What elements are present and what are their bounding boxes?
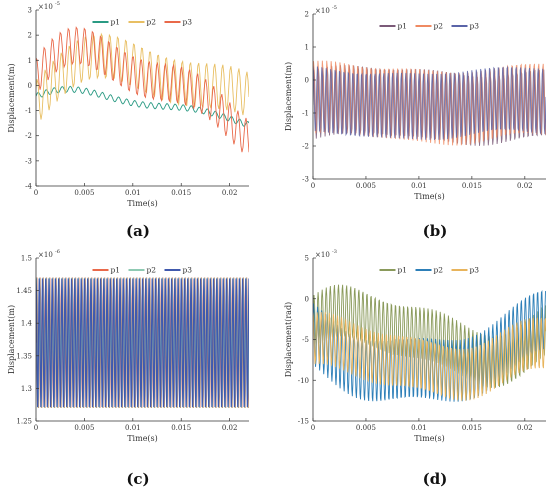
x-tick-label: 0.01 xyxy=(411,182,427,190)
series-line-p3 xyxy=(313,65,546,140)
x-tick-label: 0.015 xyxy=(462,424,482,432)
y-tick-label: 1.4 xyxy=(21,320,33,328)
legend-label-p3: p3 xyxy=(183,18,193,27)
y-tick-label: 0 xyxy=(28,82,32,90)
y-tick-label: 0 xyxy=(305,295,309,303)
axis-exponent: ×10 xyxy=(315,7,330,15)
series-line-p1 xyxy=(36,85,249,127)
y-axis-title: Displacement(m) xyxy=(284,62,293,131)
series-line-p3 xyxy=(36,26,249,153)
x-tick-label: 0.015 xyxy=(171,189,191,197)
x-tick-label: 0.02 xyxy=(517,424,533,432)
legend: p1 p2 p3 xyxy=(92,266,193,275)
panel-caption: (b) xyxy=(423,222,448,240)
y-tick-label: -4 xyxy=(25,183,32,191)
series-line-p2 xyxy=(36,32,249,120)
x-axis-title: Time(s) xyxy=(414,434,445,443)
y-tick-label: 2 xyxy=(28,32,32,40)
x-tick-label: 0.01 xyxy=(125,189,141,197)
legend-label-p2: p2 xyxy=(434,266,444,275)
legend-label-p2: p2 xyxy=(147,18,157,27)
panel-a: 0 0.005 0.01 0.015 0.02 -4 -3 -2 -1 0 1 2 3 ×10 -5 Time… xyxy=(7,1,249,240)
legend-label-p1: p1 xyxy=(111,266,121,275)
series-line-p3 xyxy=(313,312,546,401)
x-tick-label: 0 xyxy=(34,189,38,197)
x-tick-label: 0 xyxy=(34,424,38,432)
y-tick-label: -2 xyxy=(302,143,309,151)
axis-exponent-power: -3 xyxy=(332,249,337,255)
legend-label-p3: p3 xyxy=(470,266,480,275)
x-tick-label: 0.015 xyxy=(171,424,191,432)
x-tick-label: 0.01 xyxy=(411,424,427,432)
panel-c: 0 0.005 0.01 0.015 0.02 1.25 1.3 1.35 1.4 1.45 1.5… xyxy=(7,249,249,488)
y-tick-label: 1.3 xyxy=(21,385,32,393)
y-tick-label: 1.5 xyxy=(21,255,32,263)
legend-label-p3: p3 xyxy=(470,22,480,31)
axis-exponent: ×10 xyxy=(38,3,53,11)
panel-b: 0 0.005 0.01 0.015 0.02 -3 -2 -1 0 1 2 ×10 -5 Time(s)… xyxy=(284,5,546,240)
x-tick-label: 0 xyxy=(311,182,315,190)
panel-caption: (a) xyxy=(126,222,150,240)
y-axis-title: Displacement(m) xyxy=(7,63,16,132)
y-axis-title: Displacement(m) xyxy=(7,305,16,374)
x-axis-title: Time(s) xyxy=(127,199,158,208)
y-tick-label: -10 xyxy=(298,377,309,385)
legend: p1 p2 p3 xyxy=(379,22,480,31)
y-tick-label: 0 xyxy=(305,77,309,85)
axis-exponent-power: -5 xyxy=(332,5,337,11)
x-tick-label: 0.02 xyxy=(517,182,533,190)
y-tick-label: -3 xyxy=(25,157,32,165)
y-tick-label: -2 xyxy=(25,132,32,140)
y-tick-label: 3 xyxy=(28,7,32,15)
y-tick-label: -15 xyxy=(298,418,309,426)
panel-caption: (c) xyxy=(126,470,149,488)
y-tick-label: -3 xyxy=(302,176,309,184)
x-tick-label: 0 xyxy=(311,424,315,432)
axis-exponent-power: -6 xyxy=(55,249,60,255)
x-axis-title: Time(s) xyxy=(127,434,158,443)
y-tick-label: 1.25 xyxy=(16,418,32,426)
x-tick-label: 0.02 xyxy=(222,424,238,432)
panel-d: 0 0.005 0.01 0.015 0.02 -15 -10 -5 0 5 ×10 -3 Time(s… xyxy=(284,249,546,488)
axis-exponent-power: -5 xyxy=(55,1,60,7)
x-axis-title: Time(s) xyxy=(414,192,445,201)
x-tick-label: 0.005 xyxy=(356,182,376,190)
y-tick-label: -1 xyxy=(25,107,32,115)
legend-label-p1: p1 xyxy=(111,18,121,27)
x-tick-label: 0.005 xyxy=(356,424,376,432)
legend: p1 p2 p3 xyxy=(92,18,193,27)
y-tick-label: 1 xyxy=(28,57,32,65)
y-tick-label: 1.45 xyxy=(16,287,32,295)
legend-label-p3: p3 xyxy=(183,266,193,275)
x-tick-label: 0.005 xyxy=(74,424,94,432)
x-tick-label: 0.005 xyxy=(74,189,94,197)
y-tick-label: 5 xyxy=(305,255,309,263)
legend-label-p1: p1 xyxy=(398,22,408,31)
y-tick-label: 1 xyxy=(305,44,309,52)
x-tick-label: 0.01 xyxy=(125,424,141,432)
axis-exponent: ×10 xyxy=(315,251,330,259)
x-tick-label: 0.02 xyxy=(222,189,238,197)
legend: p1 p2 p3 xyxy=(379,266,480,275)
y-axis-title: Displacement(rad) xyxy=(284,302,293,377)
series-line-p1 xyxy=(313,284,546,388)
axis-exponent: ×10 xyxy=(38,251,53,259)
y-tick-label: -1 xyxy=(302,110,309,118)
x-tick-label: 0.015 xyxy=(462,182,482,190)
y-tick-label: 2 xyxy=(305,11,309,19)
series-line-p3 xyxy=(36,278,249,408)
y-tick-label: 1.35 xyxy=(16,352,32,360)
y-tick-label: -5 xyxy=(302,336,309,344)
legend-label-p1: p1 xyxy=(398,266,408,275)
legend-label-p2: p2 xyxy=(434,22,444,31)
legend-label-p2: p2 xyxy=(147,266,157,275)
panel-caption: (d) xyxy=(423,470,448,488)
